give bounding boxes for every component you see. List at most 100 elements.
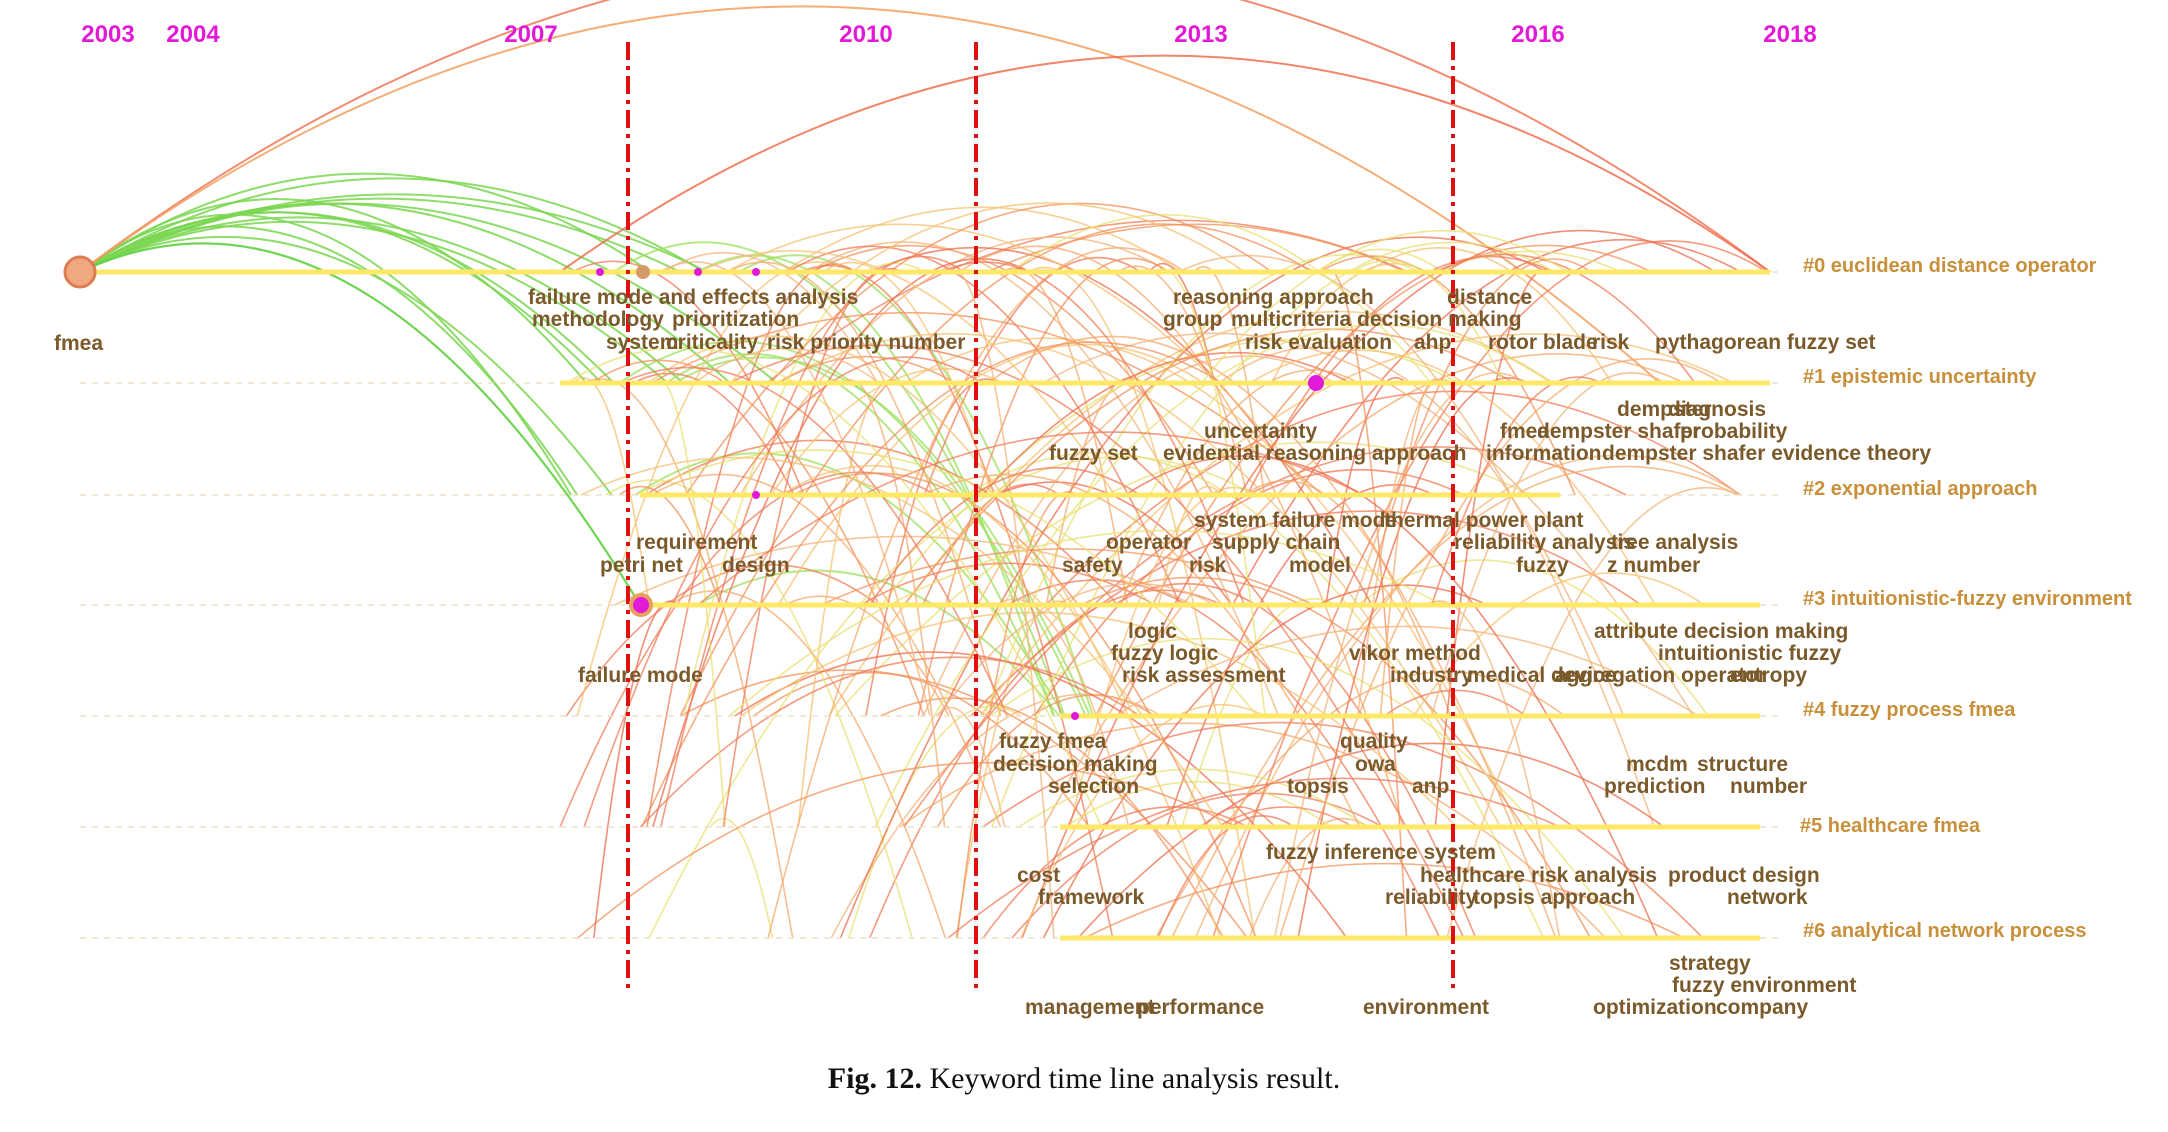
keyword-label: fmea bbox=[54, 332, 103, 355]
citation-arc bbox=[989, 637, 1625, 939]
year-label: 2007 bbox=[504, 21, 557, 48]
cluster-label: #0 euclidean distance operator bbox=[1803, 255, 2097, 277]
citation-arc bbox=[1366, 247, 1613, 384]
keyword-label: supply chain bbox=[1212, 531, 1340, 554]
keyword-label: uncertainty bbox=[1204, 420, 1318, 443]
figure-caption: Fig. 12. Keyword time line analysis resu… bbox=[0, 1062, 2168, 1096]
citation-arc bbox=[822, 261, 993, 496]
citation-arc bbox=[618, 485, 721, 606]
keyword-label: dempster shafer bbox=[1537, 420, 1700, 443]
citation-arc bbox=[79, 225, 579, 496]
citation-arc bbox=[659, 261, 931, 717]
citation-arc bbox=[940, 261, 1246, 606]
citation-arc bbox=[650, 311, 1324, 496]
citation-arc bbox=[79, 242, 641, 606]
citation-arc bbox=[936, 706, 1006, 828]
keyword-label: fuzzy logic bbox=[1111, 642, 1219, 665]
keyword-label: network bbox=[1727, 886, 1808, 909]
citation-arc bbox=[1249, 349, 1656, 606]
citation-arc bbox=[793, 472, 1257, 939]
hub-node bbox=[1308, 375, 1324, 391]
keyword-label: attribute decision making bbox=[1594, 620, 1848, 643]
keyword-label: prioritization bbox=[672, 308, 799, 331]
citation-arc bbox=[79, 211, 603, 384]
keyword-label: selection bbox=[1048, 775, 1139, 798]
keyword-label: petri net bbox=[600, 554, 683, 577]
keyword-node bbox=[636, 265, 650, 279]
citation-arc bbox=[983, 254, 1420, 717]
keyword-label: z number bbox=[1607, 554, 1700, 577]
citation-arc bbox=[1193, 266, 1266, 496]
period-dividers bbox=[626, 42, 1455, 990]
citation-arc bbox=[1045, 390, 1741, 606]
keyword-label: mcdm bbox=[1626, 753, 1688, 776]
citation-arc bbox=[559, 54, 1771, 273]
citation-arc bbox=[1064, 780, 1333, 828]
citation-arc bbox=[79, 220, 669, 384]
citation-arc bbox=[572, 377, 650, 606]
citation-arc bbox=[1006, 579, 1441, 939]
citation-arc bbox=[79, 213, 572, 496]
citation-arc bbox=[859, 562, 1156, 606]
citation-arc bbox=[697, 250, 1116, 496]
keyword-label: vikor method bbox=[1349, 642, 1481, 665]
keyword-labels: fmea failure mode and effects analysis m… bbox=[54, 286, 1931, 1019]
citation-arc bbox=[1430, 372, 1667, 717]
citation-arc bbox=[79, 216, 684, 384]
cluster-label: #5 healthcare fmea bbox=[1800, 815, 1981, 837]
keyword-label: healthcare bbox=[1420, 864, 1525, 887]
keyword-label: fuzzy environment bbox=[1672, 974, 1856, 997]
keyword-label: prediction bbox=[1604, 775, 1706, 798]
citation-arc bbox=[79, 0, 1771, 273]
cluster-timelines bbox=[80, 269, 1780, 941]
citation-arc bbox=[729, 344, 1465, 939]
citation-arc bbox=[776, 332, 1502, 828]
citation-arc bbox=[1125, 455, 1659, 939]
citation-arc bbox=[738, 254, 1095, 717]
keyword-label: optimization bbox=[1593, 996, 1717, 1019]
keyword-label: risk bbox=[1189, 554, 1227, 577]
keyword-label: logic bbox=[1128, 620, 1177, 643]
citation-arc bbox=[1270, 262, 1428, 384]
citation-arc bbox=[1117, 265, 1249, 496]
keyword-label: structure bbox=[1697, 753, 1788, 776]
citation-arc bbox=[917, 257, 1169, 717]
keyword-label: company bbox=[1716, 996, 1809, 1019]
citation-arc bbox=[79, 235, 613, 496]
citation-arc bbox=[1217, 806, 1354, 828]
year-label: 2010 bbox=[839, 21, 892, 48]
keyword-label: ahp bbox=[1414, 331, 1451, 354]
citation-arc bbox=[1379, 378, 1442, 717]
citation-arc bbox=[991, 241, 1556, 828]
citation-arc bbox=[577, 762, 1237, 939]
citation-arc bbox=[648, 455, 1255, 939]
citation-arc bbox=[559, 471, 936, 828]
citation-arc bbox=[79, 197, 681, 273]
citation-arc bbox=[947, 777, 1561, 939]
citation-arc bbox=[633, 372, 795, 496]
citation-arc bbox=[1319, 255, 1576, 496]
citation-arc bbox=[923, 256, 1142, 496]
citation-arc bbox=[1324, 269, 1408, 939]
citation-arc bbox=[870, 247, 1373, 606]
citation-arc bbox=[1042, 353, 1686, 828]
keyword-label: risk evaluation bbox=[1245, 331, 1392, 354]
keyword-label: aggregation operator bbox=[1555, 664, 1766, 687]
keyword-label: fuzzy fmea bbox=[999, 730, 1107, 753]
caption-text: Keyword time line analysis result. bbox=[929, 1062, 1341, 1095]
keyword-label: failure mode bbox=[578, 664, 703, 687]
keyword-label: diagnosis bbox=[1668, 398, 1766, 421]
keyword-label: operator bbox=[1106, 531, 1191, 554]
keyword-node bbox=[596, 268, 604, 276]
citation-arc bbox=[874, 324, 1552, 828]
keyword-label: probability bbox=[1680, 420, 1788, 443]
keyword-label: distance bbox=[1447, 286, 1532, 309]
citation-arc bbox=[995, 598, 1130, 828]
cluster-label: #4 fuzzy process fmea bbox=[1803, 699, 2016, 721]
citation-arc bbox=[1352, 259, 1504, 384]
keyword-label: dempster shafer evidence theory bbox=[1602, 442, 1931, 465]
citation-arc bbox=[1009, 214, 1432, 384]
citation-arc bbox=[680, 669, 1249, 939]
citation-arc bbox=[1194, 454, 1742, 939]
